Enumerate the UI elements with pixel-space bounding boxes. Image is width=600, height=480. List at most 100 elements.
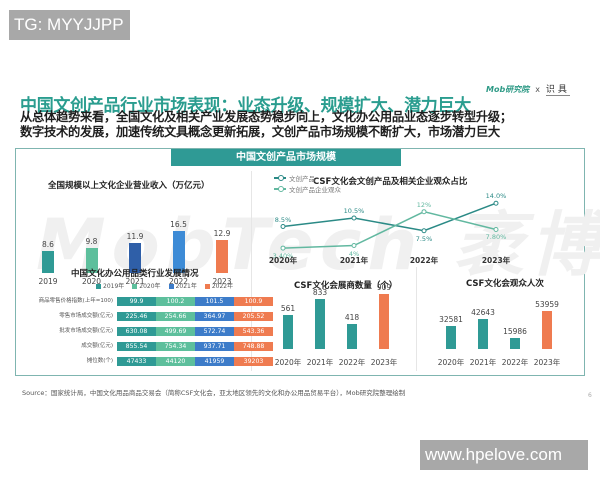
market-size-panel: MobTech 袤博 中国文创产品市场规模 全国规模以上文化企业营业收入（万亿元… [12,148,600,376]
divider-vertical [251,171,252,371]
legend-swatch-icon [168,284,174,289]
logo-group: Mob研究院 x 识具 [486,82,570,96]
bar-value: 16.5 [170,220,187,229]
legend-item: 2019年 [96,281,124,290]
x-axis-label: 2020 [81,277,102,286]
x-axis-label: 2022年 [409,256,439,265]
table-cell: 855.54 [117,342,156,351]
divider-vertical [416,267,417,371]
row-label: 摊位数(个) [86,358,113,364]
table-cell: 100.2 [156,297,195,306]
panel-header: 中国文创产品市场规模 [171,149,401,166]
legend-item-product: 文创产品 [274,173,315,183]
bar-value: 8.6 [42,240,54,250]
mob-logo: Mob研究院 [486,84,530,94]
table-cell: 99.9 [117,297,156,306]
x-axis-label: 2021年 [339,256,369,265]
x-axis-label: 2020年 [274,358,302,367]
table-cell: 543.36 [234,327,273,336]
logo-separator: x [535,84,540,94]
point-label: 4% [348,249,360,258]
data-point [351,215,357,221]
data-point [280,224,286,229]
bar [85,248,98,273]
table-cell: 364.97 [195,312,234,321]
table-row: 成交额(亿元) 855.54 754.34 937.71 748.88 [12,342,273,351]
x-axis-label: 2023 [212,277,232,286]
legend-swatch-icon [96,284,101,289]
point-label: 14.0% [485,192,507,201]
x-axis-label: 2021年 [469,358,497,367]
table-cell: 100.9 [234,297,273,306]
bar [216,240,228,273]
table-cell: 47433 [117,357,156,366]
bar [542,311,552,349]
legend-label: 文创产品 [289,175,315,183]
table-cell: 572.74 [195,327,234,336]
data-point [280,245,286,251]
data-point [421,209,427,215]
bar-value: 9.8 [85,237,98,247]
point-label: 7.80% [485,233,507,242]
table-cell: 101.5 [195,297,234,306]
legend-item: 2022年 [204,281,233,290]
table-cell: 630.08 [117,327,156,336]
bar [129,242,141,273]
table-cell: 499.69 [156,327,195,336]
chart-title: CSF文化会展商数量（个） [294,281,398,291]
x-axis-label: 2022年 [338,358,366,367]
watermark-tag: TG: MYYJJPP [9,10,130,40]
data-point [493,226,499,232]
bar-value: 12.9 [213,229,231,239]
chart-title: CSF文化会文创产品及相关企业观众占比 [313,177,468,187]
bar [283,315,293,349]
series-line [282,202,497,232]
x-axis-label: 2023年 [370,358,398,367]
table-cell: 41959 [195,357,234,366]
table-legend: 2019年 2020年 2021年 2022年 [96,281,233,290]
series-line [282,210,497,249]
legend-label: 文创产品企业观众 [289,186,341,194]
x-axis-label: 2023年 [481,256,511,265]
point-label: 7.5% [415,234,433,243]
bar [446,326,456,349]
legend-swatch-icon [204,284,210,289]
bar-value: 53959 [535,300,559,309]
bar [315,298,325,349]
legend-swatch-icon [132,284,138,289]
bar [510,337,520,349]
table-row: 摊位数(个) 47433 44120 41959 39203 [12,357,273,366]
watermark-site: www.hpelove.com [420,440,588,470]
table-cell: 754.34 [156,342,195,351]
source-note: Source：国家统计局，中国文化用品商品交易会（简称CSF文化会，亚太地区领先… [22,389,406,397]
bar-value: 909 [376,283,392,292]
bar [42,251,54,273]
chart-title: CSF文化会观众人次 [466,279,544,289]
x-axis-label: 2022年 [501,358,529,367]
chart-title: 中国文化办公用品类行业发展情况 [71,269,199,279]
table-cell: 44120 [156,357,195,366]
table-row: 批发市场成交额(亿元) 630.08 499.69 572.74 543.36 [12,327,273,336]
table-cell: 937.71 [195,342,234,351]
subtitle-line-2: 数字技术的发展，加速传统文具概念更新拓展，文创产品市场规模不断扩大，市场潜力巨大 [20,125,500,139]
x-axis-label: 2022 [168,277,189,286]
table-row: 商品零售价格指数(上年=100) 99.9 100.2 101.5 100.9 [12,297,273,306]
row-label: 成交额(亿元) [81,343,113,349]
table-cell: 748.88 [234,342,273,351]
x-axis-label: 2021 [125,277,145,286]
row-label: 商品零售价格指数(上年=100) [38,298,113,304]
point-label: 10.5% [343,207,365,216]
bar [478,318,488,349]
point-label: 8.5% [274,215,292,224]
bar-value: 42643 [471,307,495,317]
point-label: 12% [416,200,432,209]
bar-value: 15986 [503,326,527,336]
partner-logo: 识具 [545,82,570,96]
table-cell: 225.46 [117,312,156,321]
x-axis-label: 2023年 [533,358,561,367]
bar-value: 418 [344,312,360,322]
data-point [351,243,357,249]
bar [172,231,185,273]
row-label: 批发市场成交额(亿元) [59,328,113,334]
data-point [493,200,499,206]
